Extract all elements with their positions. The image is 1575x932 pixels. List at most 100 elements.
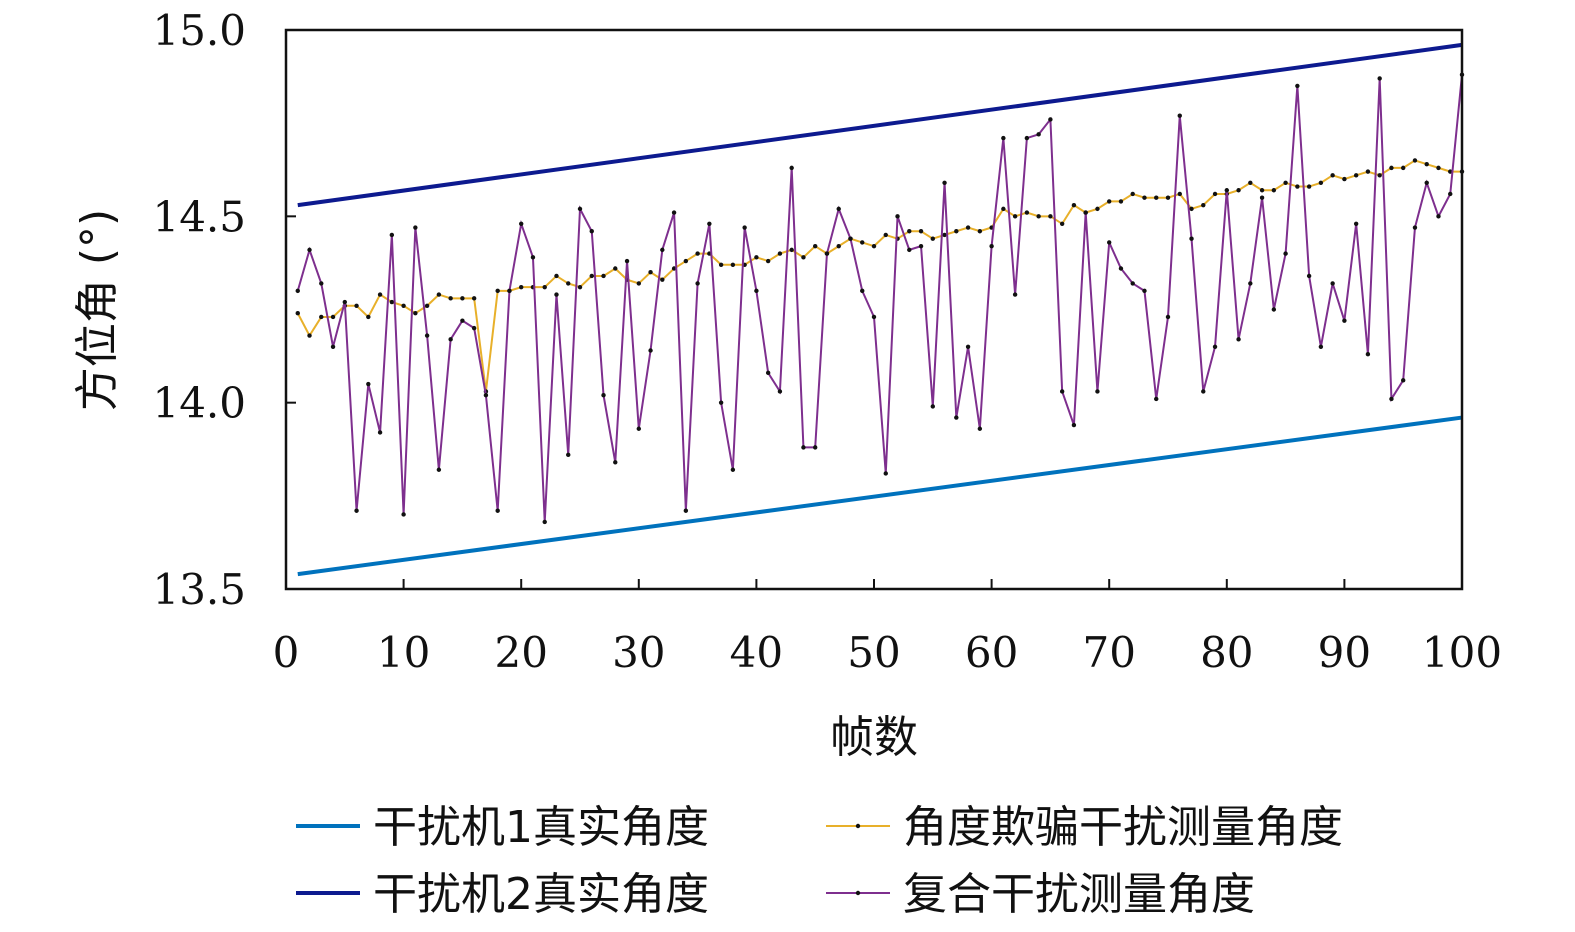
data-point (1165, 314, 1171, 320)
series-layer (295, 42, 1465, 577)
legend-item: 干扰机2真实角度 (296, 869, 709, 920)
data-point (1083, 210, 1088, 215)
data-point (507, 288, 512, 294)
data-point (895, 214, 900, 219)
data-point (671, 210, 677, 215)
data-point (366, 314, 371, 320)
data-point (401, 512, 406, 517)
data-point (377, 430, 383, 435)
data-point (1236, 188, 1241, 193)
data-point (683, 508, 689, 513)
series-line (296, 159, 1462, 392)
data-point (436, 292, 442, 297)
legend-item: 复合干扰测量角度 (826, 869, 1255, 920)
data-point (448, 337, 453, 342)
data-point (1012, 292, 1018, 297)
data-point (860, 240, 865, 245)
data-point (1353, 221, 1359, 226)
data-point (813, 243, 818, 249)
x-tick-label: 0 (273, 628, 300, 677)
data-point (660, 277, 665, 282)
data-point (1142, 288, 1147, 294)
data-point (860, 288, 865, 294)
y-tick-label: 13.5 (152, 565, 246, 614)
x-tick-label: 100 (1422, 628, 1502, 677)
data-point (495, 508, 500, 513)
data-point (413, 311, 418, 316)
data-point (624, 258, 630, 264)
data-point (1318, 344, 1324, 349)
data-point (1318, 180, 1324, 185)
data-point (1059, 221, 1065, 226)
data-point (354, 303, 359, 308)
data-point (1059, 389, 1065, 394)
series-line (297, 42, 1463, 208)
data-point (1365, 352, 1371, 357)
data-point (1259, 195, 1265, 200)
data-point (1142, 195, 1147, 200)
data-point (542, 519, 547, 525)
data-point (942, 180, 947, 185)
data-point (671, 266, 677, 271)
data-point (977, 426, 983, 431)
data-point (1330, 281, 1335, 286)
data-point (1001, 135, 1006, 141)
data-point (1224, 188, 1230, 193)
data-point (765, 370, 771, 376)
data-point (1306, 273, 1312, 279)
x-tick-label: 10 (377, 628, 430, 677)
data-point (754, 288, 759, 294)
data-point (1024, 135, 1030, 141)
x-tick-label: 80 (1200, 628, 1253, 677)
data-point (1448, 191, 1453, 197)
data-point (989, 243, 994, 249)
legend-label: 干扰机1真实角度 (373, 802, 709, 853)
data-point (683, 258, 689, 264)
data-point (1095, 389, 1100, 394)
data-point (1436, 165, 1441, 171)
data-point (942, 232, 947, 238)
data-point (1236, 337, 1241, 342)
data-point (1118, 266, 1124, 271)
data-point (813, 445, 818, 450)
data-point (1048, 214, 1053, 219)
data-point (1177, 113, 1182, 118)
data-point (307, 247, 312, 253)
data-point (648, 348, 653, 353)
data-point (1389, 396, 1394, 402)
data-point (1412, 225, 1418, 230)
data-point (330, 344, 336, 349)
series-line (297, 415, 1463, 577)
x-tick-label: 50 (847, 628, 900, 677)
data-point (836, 206, 841, 212)
data-point (660, 247, 665, 253)
data-point (601, 273, 606, 279)
data-point (707, 221, 712, 226)
legend-marker (855, 823, 861, 829)
data-point (718, 262, 724, 267)
data-point (1248, 180, 1253, 185)
data-point (1259, 188, 1265, 193)
data-point (742, 225, 747, 230)
data-point (1353, 173, 1359, 178)
data-point (1189, 236, 1194, 241)
data-point (542, 284, 547, 290)
legend-item: 角度欺骗干扰测量角度 (826, 802, 1343, 853)
data-point (401, 303, 406, 308)
data-point (1389, 165, 1394, 171)
data-point (1048, 117, 1053, 122)
data-point (636, 281, 641, 286)
data-point (342, 299, 347, 305)
y-tick-label: 14.5 (152, 192, 246, 241)
data-point (789, 165, 794, 171)
data-point (1001, 206, 1006, 212)
series-3 (295, 158, 1465, 394)
data-point (389, 299, 395, 305)
data-point (965, 344, 971, 349)
data-point (471, 296, 477, 301)
data-point (695, 251, 700, 256)
data-point (789, 247, 794, 253)
data-point (1401, 378, 1406, 383)
